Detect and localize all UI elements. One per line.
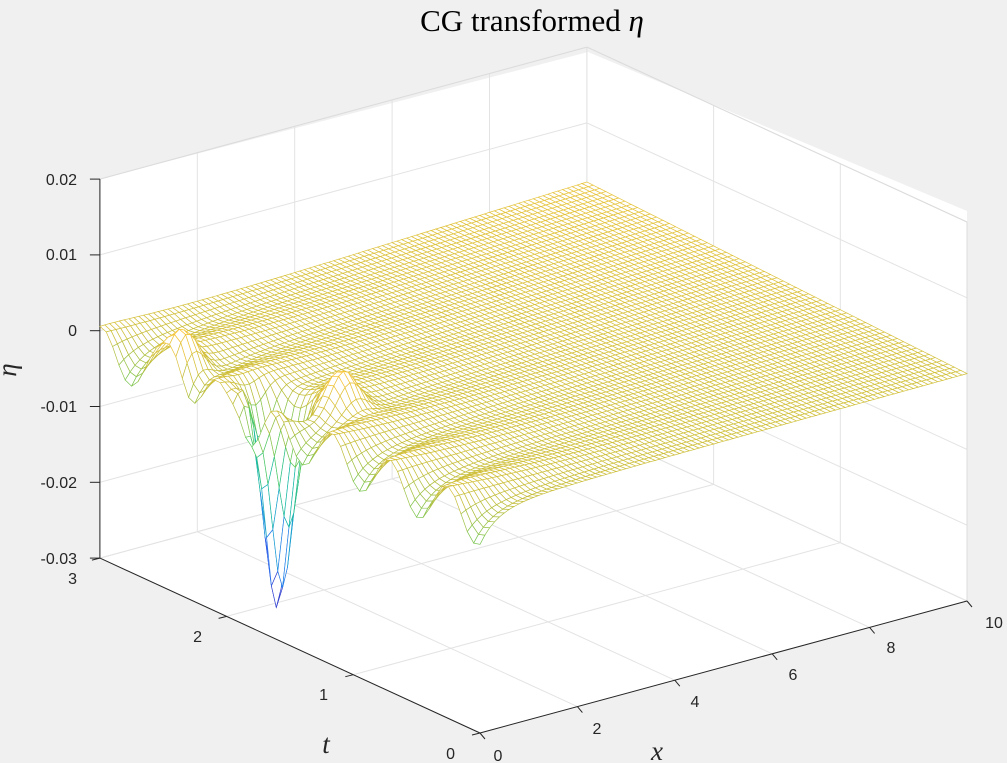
back-grid-line — [99, 122, 588, 256]
floor-grid-line — [226, 483, 714, 617]
floor-grid-line — [197, 531, 578, 708]
floor-grid-line — [294, 504, 676, 681]
box-edge — [99, 46, 588, 180]
mesh-surface — [99, 181, 968, 609]
floor-grid-line — [391, 478, 773, 655]
side-grid-line — [586, 122, 968, 299]
axes-box-edges — [99, 46, 968, 734]
x-axis-line — [479, 600, 968, 734]
t-axis-line — [99, 557, 481, 734]
floor-grid-line — [353, 542, 841, 676]
box-edge — [586, 46, 968, 223]
